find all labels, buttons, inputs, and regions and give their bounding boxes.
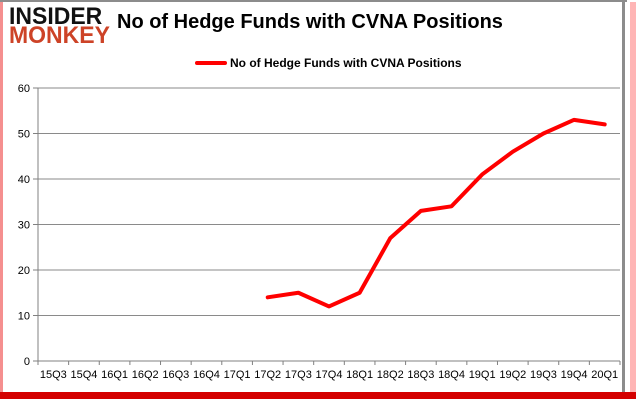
x-tick-label: 16Q2 [132,369,159,381]
y-tick-label: 30 [18,220,30,232]
x-tick-label: 18Q4 [438,369,465,381]
y-tick-label: 60 [18,83,30,95]
x-tick-label: 19Q4 [561,369,588,381]
x-tick-label: 20Q1 [591,369,618,381]
y-tick-label: 0 [24,356,30,368]
y-tick-label: 40 [18,174,30,186]
x-tick-label: 16Q1 [101,369,128,381]
x-tick-label: 16Q3 [162,369,189,381]
series-line [265,117,607,309]
legend-line-swatch [195,61,227,65]
x-tick-label: 18Q1 [346,369,373,381]
y-tick-label: 20 [18,265,30,277]
x-tick-label: 19Q1 [469,369,496,381]
frame-left-border [0,2,3,393]
x-tick-label: 18Q2 [377,369,404,381]
x-tick-label: 15Q4 [70,369,97,381]
y-tick-label: 50 [18,129,30,141]
x-tick-label: 17Q1 [224,369,251,381]
logo-word-insider: INSIDER [9,1,103,30]
x-tick-label: 19Q2 [499,369,526,381]
x-tick-label: 17Q3 [285,369,312,381]
y-tick-label: 10 [18,311,30,323]
legend: No of Hedge Funds with CVNA Positions [195,56,462,70]
chart-title: No of Hedge Funds with CVNA Positions [117,11,503,33]
x-tick-label: 16Q4 [193,369,220,381]
x-tick-label: 19Q3 [530,369,557,381]
x-tick-label: 18Q3 [407,369,434,381]
frame-top-border [0,0,627,2]
legend-label: No of Hedge Funds with CVNA Positions [230,56,462,70]
frame-right-glow [630,2,636,393]
frame-bottom-bar [0,392,636,399]
x-tick-label: 15Q3 [40,369,67,381]
x-tick-label: 17Q4 [316,369,343,381]
logo-word-monkey: MONKEY [9,20,110,49]
frame-right-border [622,0,625,393]
x-tick-label: 17Q2 [254,369,281,381]
insider-monkey-logo: INSIDER MONKEY [9,1,110,49]
